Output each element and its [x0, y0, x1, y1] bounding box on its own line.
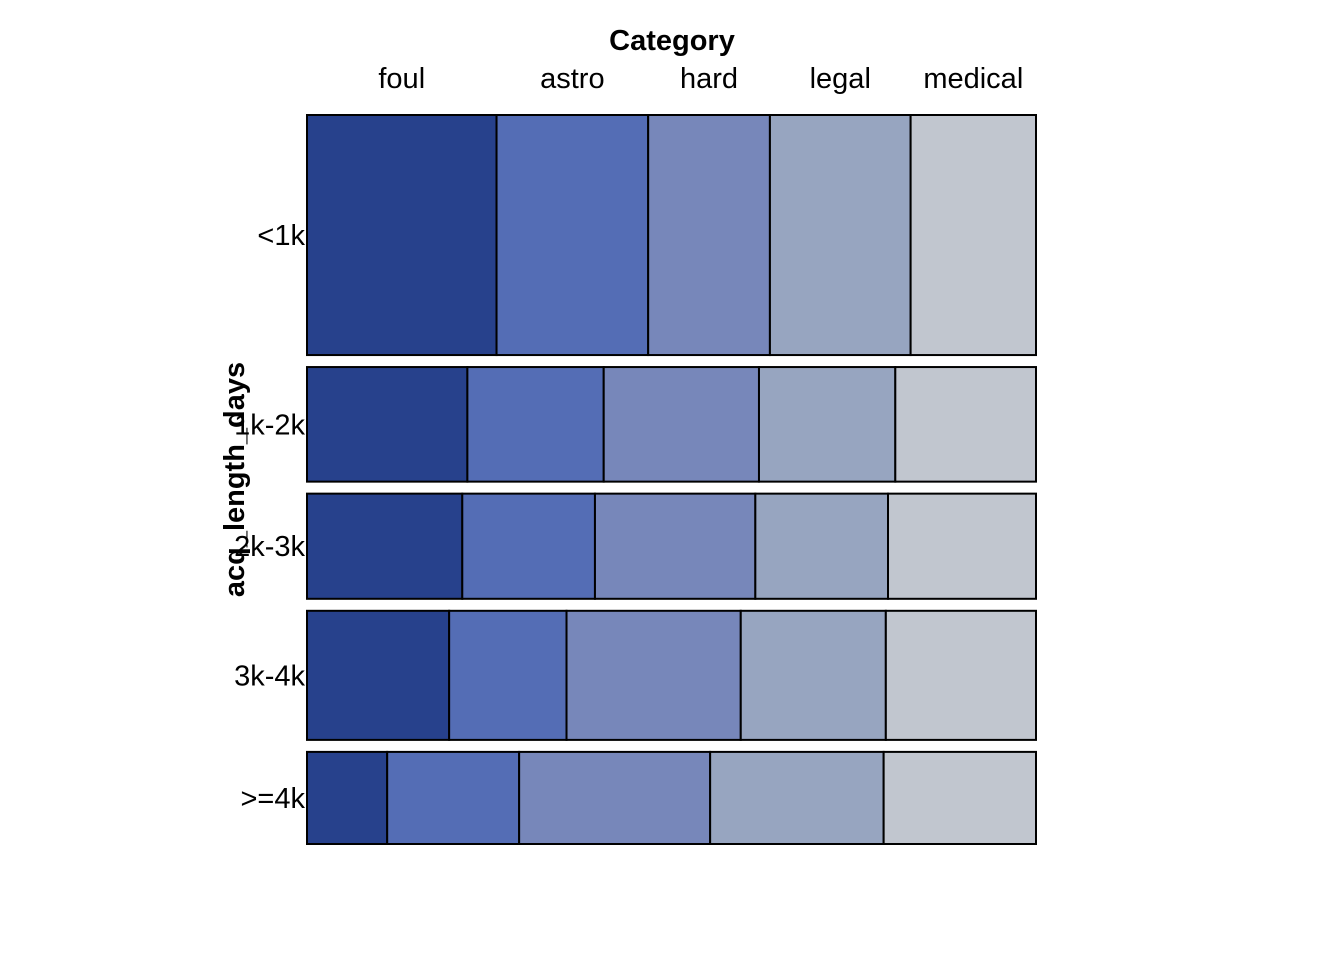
- cell-3k-4k-medical: [884, 609, 1038, 741]
- cell-2k-3k-legal: [754, 492, 890, 600]
- mosaic-cells: [306, 114, 1038, 846]
- category-label-legal: legal: [810, 63, 871, 95]
- category-label-medical: medical: [923, 63, 1023, 95]
- category-label-hard: hard: [680, 63, 738, 95]
- cell-3k-4k-foul: [306, 609, 451, 741]
- cell-1k-2k-medical: [894, 366, 1037, 483]
- category-labels: foul astro hard legal medical: [378, 63, 1023, 95]
- cell-lt-1k-foul: [306, 114, 498, 357]
- row-label-2k-3k: 2k-3k: [234, 531, 305, 563]
- row-labels: <1k 1k-2k 2k-3k 3k-4k >=4k: [234, 220, 305, 815]
- cell-3k-4k-astro: [448, 609, 568, 741]
- cell-2k-3k-foul: [306, 492, 464, 600]
- cell-2k-3k-medical: [887, 492, 1038, 600]
- cell-gte-4k-astro: [386, 750, 521, 846]
- cell-2k-3k-astro: [461, 492, 596, 600]
- cell-gte-4k-foul: [306, 750, 389, 846]
- cell-lt-1k-medical: [909, 114, 1037, 357]
- category-label-foul: foul: [378, 63, 425, 95]
- cell-lt-1k-hard: [647, 114, 771, 357]
- cell-3k-4k-hard: [565, 609, 742, 741]
- cell-gte-4k-medical: [882, 750, 1038, 846]
- cell-lt-1k-astro: [495, 114, 650, 357]
- chart-title: Category: [609, 25, 735, 57]
- row-label-3k-4k: 3k-4k: [234, 660, 305, 692]
- cell-2k-3k-hard: [593, 492, 757, 600]
- cell-1k-2k-legal: [757, 366, 897, 483]
- row-label-gte-4k: >=4k: [241, 783, 306, 815]
- cell-1k-2k-hard: [602, 366, 760, 483]
- cell-1k-2k-foul: [306, 366, 469, 483]
- row-label-lt-1k: <1k: [257, 220, 305, 252]
- y-axis-title: acq_length_days: [219, 362, 251, 597]
- cell-1k-2k-astro: [466, 366, 605, 483]
- cell-gte-4k-hard: [518, 750, 712, 846]
- category-label-astro: astro: [540, 63, 604, 95]
- cell-3k-4k-legal: [739, 609, 887, 741]
- cell-lt-1k-legal: [768, 114, 912, 357]
- row-label-1k-2k: 1k-2k: [234, 409, 305, 441]
- cell-gte-4k-legal: [709, 750, 885, 846]
